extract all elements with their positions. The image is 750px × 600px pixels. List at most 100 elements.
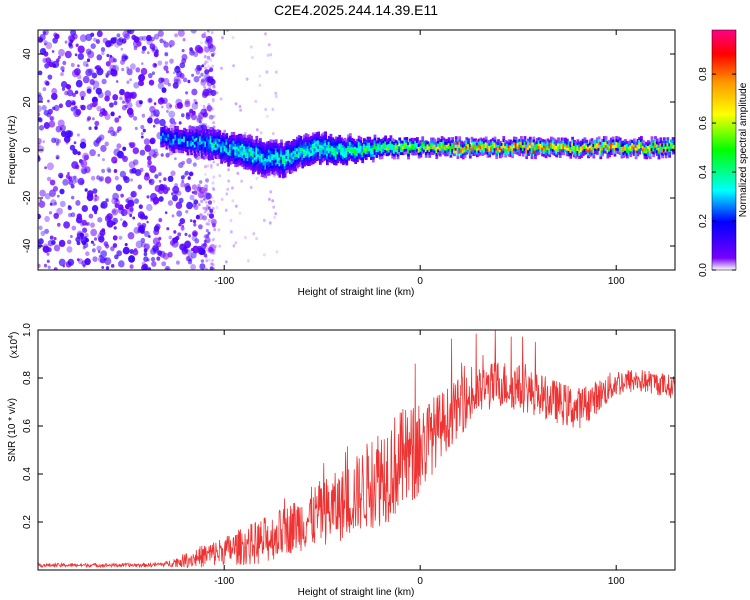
spectrogram-cell xyxy=(615,150,619,154)
spectrogram-cell xyxy=(207,145,211,149)
spectrogram-cell xyxy=(216,146,220,150)
spectrogram-cell xyxy=(356,159,359,163)
spectrogram-cell xyxy=(100,203,105,209)
spectrogram-cell xyxy=(585,151,589,155)
spectrogram-cell xyxy=(410,137,414,141)
spectrogram-cell xyxy=(239,139,243,143)
spectrogram-cell xyxy=(322,158,326,162)
spectrogram-cell xyxy=(126,68,133,76)
spectrogram-cell xyxy=(493,148,497,152)
spectrogram-cell xyxy=(200,78,205,83)
spectrogram-cell xyxy=(229,144,232,148)
spectrogram-cell xyxy=(662,145,666,149)
spectrogram-cell xyxy=(236,152,239,156)
spectrogram-cell xyxy=(274,91,278,95)
spectrogram-cell xyxy=(160,132,163,136)
spectrogram-cell xyxy=(299,156,303,160)
spectrogram-cell xyxy=(229,147,232,151)
spectrogram-cell xyxy=(167,128,170,132)
spectrogram-cell xyxy=(643,147,647,151)
spectrogram-cell xyxy=(394,143,398,147)
spectrogram-cell xyxy=(329,156,333,160)
spectrogram-cell xyxy=(214,133,218,136)
spectrogram-cell xyxy=(287,146,290,150)
spectrogram-cell xyxy=(160,135,163,139)
spectrogram-cell xyxy=(490,142,493,146)
spectrogram-cell xyxy=(326,139,329,142)
spectrogram-cell xyxy=(220,157,223,161)
spectrogram-cell xyxy=(617,142,620,146)
spectrogram-cell xyxy=(581,138,585,142)
spectrogram-cell xyxy=(207,134,211,137)
spectrogram-cell xyxy=(205,247,209,251)
spectrogram-cell xyxy=(234,241,238,245)
spectrogram-cell xyxy=(520,138,523,142)
spectrogram-cell xyxy=(638,148,641,152)
spectrogram-cell xyxy=(453,153,456,157)
spectrogram-cell xyxy=(640,139,643,142)
spectrogram-cell xyxy=(211,258,214,263)
spectrogram-cell xyxy=(368,145,372,149)
spectrogram-cell xyxy=(550,139,553,143)
spectrogram-cell xyxy=(189,219,193,223)
spectrogram-cell xyxy=(290,164,294,167)
spectrogram-cell xyxy=(483,152,486,156)
spectrogram-cell xyxy=(137,222,142,228)
spectrogram-cell xyxy=(329,142,333,146)
spectrogram-cell xyxy=(147,160,152,166)
spectrogram-cell xyxy=(211,115,214,119)
spectrogram-cell xyxy=(662,137,666,141)
spectrogram-cell xyxy=(211,148,215,152)
spectrogram-cell xyxy=(666,151,670,155)
spectrogram-cell xyxy=(141,50,145,54)
spectrogram-cell xyxy=(375,152,379,155)
spectrogram-cell xyxy=(173,121,177,125)
spectrogram-cell xyxy=(259,164,262,167)
spectrogram-cell xyxy=(241,138,245,142)
spectrogram-cell xyxy=(262,165,266,169)
spectrogram-cell xyxy=(198,203,201,207)
spectrogram-cell xyxy=(71,161,79,169)
spectrogram-cell xyxy=(227,168,231,172)
spectrogram-cell xyxy=(225,159,229,162)
spectrogram-cell xyxy=(195,129,199,132)
spectrogram-cell xyxy=(92,248,96,253)
spectrogram-cell xyxy=(170,128,174,132)
spectrogram-cell xyxy=(182,38,186,42)
spectrogram-cell xyxy=(170,134,174,137)
spectrogram-cell xyxy=(209,141,213,145)
spectrogram-cell xyxy=(173,76,180,83)
spectrogram-cell xyxy=(368,148,372,152)
spectrogram-cell xyxy=(264,155,268,159)
spectrogram-cell xyxy=(105,40,112,48)
spectrogram-cell xyxy=(138,226,144,232)
spectrogram-cell xyxy=(201,64,205,68)
spectrogram-cell xyxy=(657,147,661,151)
spectrogram-cell xyxy=(253,148,257,152)
spectrogram-cell xyxy=(329,136,333,140)
spectrogram-cell xyxy=(507,142,511,146)
spectrogram-cell xyxy=(244,155,248,158)
spectrogram-cell xyxy=(96,54,103,61)
spectrogram-cell xyxy=(210,40,214,44)
spectrogram-cell xyxy=(165,102,172,110)
spectrogram-cell xyxy=(373,143,377,147)
spectrogram-cell xyxy=(581,141,585,145)
spectrogram-cell xyxy=(378,156,382,160)
spectrogram-cell xyxy=(560,143,564,147)
spectrogram-cell xyxy=(378,153,382,157)
spectrogram-cell xyxy=(133,226,140,234)
spectrogram-cell xyxy=(527,152,530,156)
spectrogram-cell xyxy=(534,141,537,145)
spectrogram-cell xyxy=(592,155,596,159)
spectrogram-cell xyxy=(412,141,416,144)
spectrogram-cell xyxy=(73,175,77,180)
spectrogram-cell xyxy=(560,137,564,141)
spectrogram-cell xyxy=(461,147,465,151)
spectrogram-cell xyxy=(548,139,552,143)
spectrogram-cell xyxy=(370,151,373,155)
spectrogram-cell xyxy=(352,147,356,151)
spectrogram-cell xyxy=(101,266,105,269)
spectrogram-cell xyxy=(241,146,245,150)
